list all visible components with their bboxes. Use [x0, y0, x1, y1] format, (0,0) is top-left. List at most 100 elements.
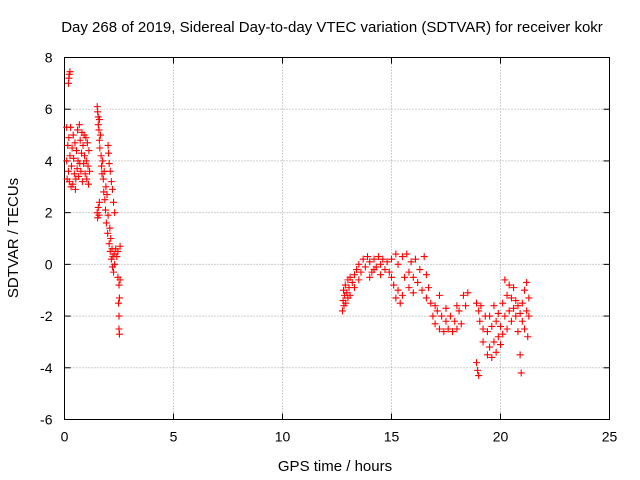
data-point [364, 253, 372, 261]
data-point [479, 325, 487, 333]
data-point [403, 250, 411, 258]
data-point [81, 152, 89, 160]
data-point [416, 266, 424, 274]
data-point [86, 167, 94, 175]
data-point [342, 299, 350, 307]
data-point [525, 312, 533, 320]
data-point [63, 157, 71, 165]
data-point [370, 255, 378, 263]
data-point [115, 299, 123, 307]
data-point [474, 366, 482, 374]
data-point [398, 291, 406, 299]
data-point [442, 317, 450, 325]
data-point [94, 108, 102, 116]
data-point [94, 121, 102, 129]
data-point [346, 291, 354, 299]
data-point [69, 180, 77, 188]
plot-frame [64, 57, 610, 420]
y-tick-label: 6 [45, 101, 53, 117]
data-point [453, 325, 461, 333]
data-point [96, 131, 104, 139]
data-point [71, 139, 79, 147]
data-point [497, 322, 504, 330]
y-tick-label: 8 [45, 50, 53, 66]
data-point [446, 312, 454, 320]
data-point [102, 183, 110, 191]
data-point [488, 353, 496, 361]
data-point [338, 307, 346, 315]
data-point [486, 343, 494, 351]
data-point [357, 268, 365, 276]
data-point [483, 328, 491, 336]
data-point [516, 351, 524, 359]
data-point [104, 141, 112, 149]
data-point [433, 307, 441, 315]
data-point [99, 157, 107, 165]
data-point [107, 178, 115, 186]
data-point [427, 299, 435, 307]
data-point [97, 152, 105, 160]
x-tick-label: 15 [384, 429, 400, 445]
data-point [431, 302, 439, 310]
data-point [405, 268, 413, 276]
data-point [392, 250, 400, 258]
data-point [407, 258, 415, 266]
data-point [494, 309, 502, 317]
data-point [520, 286, 528, 294]
data-point [457, 320, 465, 328]
data-point [105, 149, 113, 157]
data-point [374, 253, 382, 261]
data-point [512, 312, 520, 320]
data-point [115, 294, 123, 302]
data-point [106, 167, 114, 175]
data-point [422, 294, 430, 302]
data-point [115, 330, 123, 338]
data-point [492, 348, 500, 356]
data-point [475, 307, 483, 315]
data-point [420, 253, 428, 261]
data-point [366, 258, 374, 266]
data-point [346, 273, 354, 281]
data-point [442, 304, 450, 312]
data-point [512, 297, 520, 305]
data-point [111, 209, 119, 217]
data-point [440, 328, 448, 336]
data-point [94, 203, 102, 211]
data-point [409, 289, 417, 297]
data-point [499, 330, 507, 338]
data-point [473, 299, 481, 307]
data-point [379, 255, 387, 263]
data-point [435, 325, 443, 333]
data-point [79, 141, 87, 149]
x-tick-label: 10 [275, 429, 291, 445]
data-point [507, 294, 515, 302]
data-point [524, 333, 532, 341]
y-tick-label: 4 [45, 153, 53, 169]
data-point [70, 154, 78, 162]
data-point [394, 260, 402, 268]
data-point [71, 185, 79, 193]
data-point [401, 273, 409, 281]
data-point [69, 131, 77, 139]
data-point [83, 139, 91, 147]
data-point [520, 325, 528, 333]
data-point [83, 175, 91, 183]
data-point [394, 286, 402, 294]
data-point [405, 284, 413, 292]
data-point [104, 229, 112, 237]
data-point [523, 307, 531, 315]
data-point [115, 312, 123, 320]
data-point [507, 317, 515, 325]
y-tick-label: -4 [40, 360, 53, 376]
data-point [78, 178, 86, 186]
data-point [96, 144, 104, 152]
data-point [111, 260, 119, 268]
data-point [105, 240, 113, 248]
data-point [103, 191, 111, 199]
data-point [388, 255, 395, 263]
data-point [449, 328, 457, 336]
data-point [95, 116, 103, 124]
data-point [85, 147, 93, 155]
x-tick-label: 0 [61, 429, 69, 445]
